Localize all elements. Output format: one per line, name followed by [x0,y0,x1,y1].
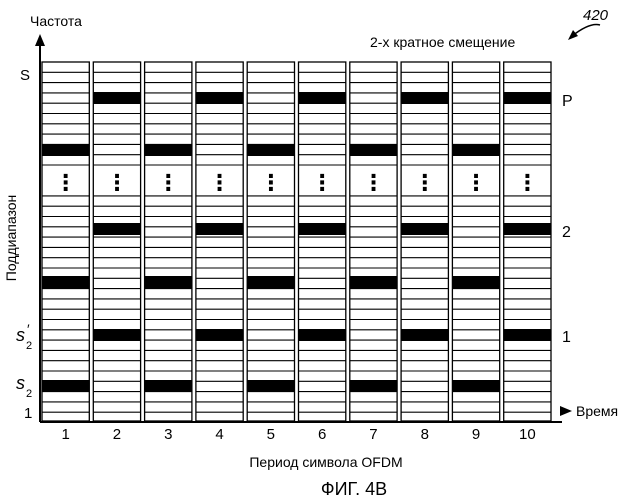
x-tick-label: 10 [519,426,536,443]
symbol-column [299,62,346,421]
x-tick-label: 5 [267,426,275,443]
pilot-subband [401,329,448,341]
pilot-subband [504,329,551,341]
ellipsis-icon: ⋮ [311,171,333,196]
pilot-subband [42,380,89,392]
pilot-subband [401,92,448,104]
y-label-s2-prime: s 2 ′ [16,321,32,352]
diagram-title: 2-х кратное смещение [370,34,515,50]
ellipsis-icon: ⋮ [55,171,77,196]
y-label-S: S [20,67,30,84]
x-tick-label: 7 [369,426,377,443]
reference-arrowhead-icon [568,30,578,40]
pilot-subband [401,223,448,235]
symbol-column [350,62,397,421]
symbol-column [42,62,89,421]
x-tick-label: 4 [215,426,223,443]
s2-letter: s [16,373,25,393]
pilot-subband [452,276,499,288]
ellipsis-icon: ⋮ [106,171,128,196]
s2-prime-subscript: 2 [26,340,32,352]
s2-prime-mark: ′ [27,321,30,337]
pilot-subband [247,276,294,288]
x-tick-label: 1 [61,426,69,443]
pilot-subband [247,144,294,156]
right-label-1: 1 [562,329,571,346]
ellipsis-icon: ⋮ [465,171,487,196]
symbol-column [196,62,243,421]
ellipsis-icon: ⋮ [414,171,436,196]
symbol-column [401,62,448,421]
pilot-subband [93,223,140,235]
right-label-P: P [562,93,573,110]
symbol-column [145,62,192,421]
ellipsis-icon: ⋮ [209,171,231,196]
s2-subscript: 2 [26,388,32,400]
pilot-subband [196,223,243,235]
x-tick-label: 9 [472,426,480,443]
pilot-subband [299,329,346,341]
pilot-subband [196,329,243,341]
figure-caption: ФИГ. 4В [321,479,387,499]
pilot-subband [504,223,551,235]
pilot-subband [504,92,551,104]
pilot-subband [350,380,397,392]
subband-grid: ⋮ ⋮ ⋮ ⋮ ⋮ ⋮ ⋮ ⋮ ⋮ ⋮ [42,62,551,421]
y-axis-title: Частота [30,13,82,29]
x-tick-label: 8 [421,426,429,443]
y-label-1: 1 [24,405,32,422]
ellipsis-icon: ⋮ [157,171,179,196]
symbol-column [247,62,294,421]
pilot-subband [299,92,346,104]
pilot-subband [350,144,397,156]
x-tick-label: 2 [113,426,121,443]
ellipsis-icon: ⋮ [260,171,282,196]
pilot-subband [350,276,397,288]
x-axis-title: Время [576,403,618,419]
pilot-subband [42,144,89,156]
pilot-subband [93,329,140,341]
pilot-subband [452,380,499,392]
ellipsis-icon: ⋮ [362,171,384,196]
x-axis-caption: Период символа OFDM [249,454,402,470]
pilot-subband [93,92,140,104]
pilot-subband [145,276,192,288]
pilot-subband [452,144,499,156]
symbol-column [452,62,499,421]
y-label-s2: s 2 [16,373,32,400]
y-axis-arrow [35,34,45,46]
x-axis-arrow [560,406,572,416]
x-tick-labels: 1 2 3 4 5 6 7 8 9 10 [61,426,535,443]
subband-axis-label: Поддиапазон [3,195,19,281]
x-tick-label: 6 [318,426,326,443]
figure-reference-number: 420 [583,7,609,24]
x-tick-label: 3 [164,426,172,443]
pilot-subband [42,276,89,288]
pilot-subband [196,92,243,104]
s2-prime-letter: s [16,325,25,345]
ellipsis-icon: ⋮ [516,171,538,196]
symbol-column [93,62,140,421]
pilot-subband [247,380,294,392]
pilot-subband [145,144,192,156]
pilot-subband [145,380,192,392]
pilot-subband [299,223,346,235]
right-label-2: 2 [562,224,571,241]
symbol-column [504,62,551,421]
